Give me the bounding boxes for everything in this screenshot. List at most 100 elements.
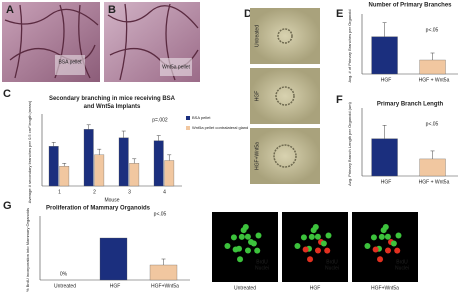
image-label: HGF+Wnt5a <box>371 285 399 291</box>
nucleus <box>314 233 321 240</box>
nucleus <box>242 224 249 231</box>
organoid <box>273 144 297 168</box>
error-bar <box>430 52 435 60</box>
nucleus <box>384 233 391 240</box>
nucleus <box>320 240 327 247</box>
nucleus <box>377 256 384 263</box>
organoid <box>275 86 295 106</box>
nucleus <box>300 234 307 241</box>
image-label: Untreated <box>254 25 260 47</box>
x-tick-label: HGF + Wnt5a <box>419 179 450 185</box>
bar <box>118 137 129 187</box>
nucleus <box>302 246 309 253</box>
nucleus <box>395 232 402 239</box>
stain-label: BrdU <box>396 259 408 265</box>
chart-title: Proliferation of Mammary Organoids <box>46 206 151 212</box>
error-bar <box>161 258 166 265</box>
annotation: p<.05 <box>426 121 439 127</box>
photo <box>250 128 320 184</box>
bar <box>59 166 70 187</box>
error-bar <box>382 22 387 37</box>
nucleus <box>378 233 385 240</box>
y-axis-label: Avg. Primary Branch Length per Organoid … <box>347 101 352 185</box>
image-label: HGF+Wnt5a <box>254 142 260 170</box>
annotation: p<.05 <box>154 211 167 217</box>
nucleus <box>237 256 244 263</box>
photo <box>282 212 348 282</box>
x-tick-label: HGF <box>381 179 392 185</box>
x-tick-label: 2 <box>93 189 96 195</box>
panel-label: D <box>244 8 252 20</box>
image-label: BSA pellet <box>58 59 82 65</box>
nucleus <box>294 243 301 250</box>
nucleus <box>394 247 401 254</box>
bar <box>99 237 128 281</box>
nucleus <box>244 233 251 240</box>
x-tick-label: HGF <box>381 77 392 83</box>
x-tick-label: HGF+Wnt5a <box>151 283 179 289</box>
stain-label: Nuclei <box>325 265 339 271</box>
panel-label: F <box>336 94 343 106</box>
panel-label: B <box>108 4 116 16</box>
nucleus <box>384 247 391 254</box>
photo <box>212 212 278 282</box>
chart-title: Secondary branching in mice receiving BS… <box>49 96 176 110</box>
nucleus <box>370 234 377 241</box>
x-tick-label: 4 <box>163 189 166 195</box>
nucleus <box>232 246 239 253</box>
nucleus <box>238 233 245 240</box>
error-bar <box>430 150 435 159</box>
nucleus <box>314 247 321 254</box>
nucleus <box>364 243 371 250</box>
bar <box>48 146 59 187</box>
nucleus <box>244 247 251 254</box>
bar <box>153 140 164 187</box>
legend-label: BSA pellet <box>192 115 211 120</box>
bar <box>419 59 446 75</box>
error-bar <box>121 130 126 138</box>
error-bar <box>62 163 67 167</box>
bar <box>419 158 446 177</box>
annotation: p=.002 <box>152 117 168 123</box>
x-axis-label: Mouse <box>104 197 119 203</box>
x-tick-label: HGF <box>110 283 121 289</box>
panel-label: C <box>3 88 11 100</box>
nucleus <box>255 232 262 239</box>
nucleus <box>325 232 332 239</box>
nucleus <box>324 247 331 254</box>
stain-label: Nuclei <box>255 265 269 271</box>
bar <box>371 138 398 177</box>
nucleus <box>390 240 397 247</box>
error-bar <box>132 158 137 164</box>
nucleus <box>254 247 261 254</box>
error-bar <box>167 154 172 161</box>
photo <box>250 68 320 124</box>
nucleus <box>312 224 319 231</box>
value-label: 0% <box>60 271 68 277</box>
x-tick-label: HGF + Wnt5a <box>419 77 450 83</box>
error-bar <box>86 124 91 130</box>
pellet <box>160 58 192 76</box>
panel-label: E <box>336 8 343 20</box>
panel-label: G <box>3 200 12 212</box>
x-tick-label: 3 <box>128 189 131 195</box>
bar <box>371 36 398 75</box>
error-bar <box>382 125 387 139</box>
bar <box>164 160 175 187</box>
image-label: Untreated <box>234 285 256 291</box>
bar <box>94 154 105 187</box>
error-bar <box>51 142 56 147</box>
nucleus <box>230 234 237 241</box>
nucleus <box>307 256 314 263</box>
error-bar <box>97 148 102 155</box>
bar <box>149 264 178 281</box>
image-label: Wnt5a pellet <box>162 64 190 70</box>
chart-title: Primary Branch Length <box>377 102 444 108</box>
photo <box>250 8 320 64</box>
y-axis-label: % BrdU incorporation into Mammary Organo… <box>25 208 30 292</box>
pellet <box>55 55 85 75</box>
bar <box>83 129 94 187</box>
image-label: HGF <box>254 91 260 102</box>
photo <box>352 212 418 282</box>
